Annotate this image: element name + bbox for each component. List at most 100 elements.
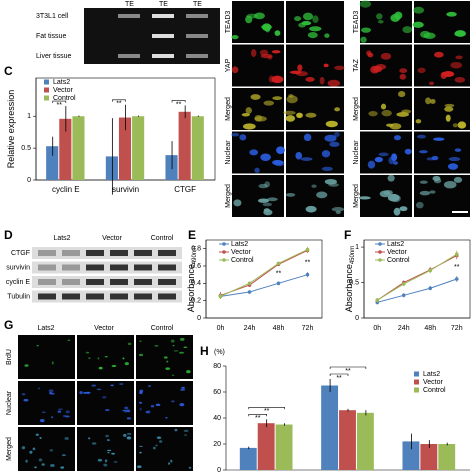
y-axis-label: (%): [214, 349, 225, 356]
cell: [285, 115, 296, 122]
blot-column-label: Vector: [102, 235, 123, 242]
legend-label: Control: [387, 257, 410, 264]
blot-column-label: Lats2: [53, 235, 70, 242]
bar: [321, 385, 339, 470]
bar: [165, 155, 178, 180]
cell: [183, 429, 189, 433]
cell: [49, 449, 54, 452]
micrograph: [77, 381, 134, 425]
legend-swatch: [414, 371, 419, 377]
legend-label: Control: [231, 257, 254, 264]
cell: [184, 434, 188, 436]
blot-band: [158, 279, 176, 285]
cell: [170, 339, 175, 343]
y-tick-label: 0.6: [191, 263, 201, 270]
cell: [431, 155, 439, 161]
cell: [454, 76, 466, 83]
cell: [334, 107, 341, 112]
cell: [286, 95, 298, 104]
cell: [387, 174, 395, 182]
x-tick-label: 48h: [424, 325, 436, 332]
cell: [399, 73, 407, 80]
cell: [321, 150, 331, 158]
cell: [181, 386, 185, 389]
cell: [443, 180, 457, 189]
cell: [163, 356, 168, 359]
legend-marker: [378, 258, 382, 262]
cell: [297, 64, 303, 72]
cell: [57, 408, 63, 410]
y-axis-label: Absorbance490nm: [186, 246, 197, 312]
cell: [260, 53, 273, 59]
micrograph: [232, 1, 284, 43]
cell: [312, 15, 319, 23]
gel-row-label: 3T3L1 cell: [36, 13, 69, 20]
y-tick-label: 0: [355, 315, 359, 322]
cell: [447, 163, 459, 170]
cell: [32, 447, 36, 451]
cell: [67, 339, 71, 342]
cell: [65, 415, 70, 418]
cell: [119, 382, 124, 386]
y-tick-label: 80: [213, 363, 221, 370]
cell: [298, 22, 306, 28]
cell: [303, 133, 312, 142]
cell: [242, 123, 256, 130]
brdu-column-label: Vector: [94, 325, 115, 332]
legend-label: Vector: [423, 379, 444, 386]
cell: [331, 207, 345, 212]
cell: [188, 466, 192, 469]
cell: [263, 100, 275, 106]
gel-column-label: TE: [193, 1, 202, 8]
micrograph-row-label: TAZ: [353, 58, 360, 71]
cell: [113, 461, 118, 463]
x-tick-label: 48h: [273, 325, 285, 332]
bar: [356, 412, 374, 470]
blot-band: [38, 293, 56, 300]
cell: [380, 103, 387, 110]
cell: [440, 71, 447, 80]
cell: [433, 137, 445, 141]
cell: [85, 351, 90, 354]
micrograph-row-label: Merged: [225, 184, 232, 208]
blot-band: [134, 250, 152, 256]
cell: [111, 452, 116, 455]
micrograph: [232, 175, 284, 217]
cell: [50, 416, 54, 419]
brdu-column-label: Lats2: [37, 325, 54, 332]
cell: [430, 98, 436, 104]
cell: [417, 67, 426, 74]
blot-band: [110, 279, 128, 285]
cell: [321, 166, 333, 171]
gel-row-label: Liver tissue: [36, 53, 72, 60]
cell: [87, 437, 91, 440]
legend-marker: [222, 258, 226, 262]
cell: [104, 355, 108, 358]
cell: [48, 389, 54, 393]
blot-band: [110, 264, 128, 271]
cell: [325, 120, 338, 128]
cell: [25, 459, 28, 463]
micrograph-row-label: Nuclear: [225, 140, 232, 165]
cell: [258, 183, 268, 189]
cell: [127, 342, 132, 346]
y-axis-label-main: Absorbance: [186, 264, 196, 312]
legend-label: Control: [423, 387, 446, 394]
cell: [381, 109, 392, 117]
cell: [420, 30, 431, 38]
blot-band: [110, 293, 128, 300]
cell: [311, 184, 317, 188]
cell: [296, 112, 303, 118]
cell: [444, 106, 454, 112]
cell: [97, 458, 103, 462]
cell: [334, 65, 345, 71]
cell: [285, 192, 296, 197]
blot-band: [38, 250, 56, 256]
blot-band: [38, 264, 56, 271]
blot-band: [86, 250, 104, 256]
micrograph-row-label: TEAD3: [225, 11, 232, 34]
cell: [159, 440, 163, 443]
cell: [305, 112, 317, 118]
marker: [375, 298, 380, 303]
cell: [138, 353, 144, 357]
